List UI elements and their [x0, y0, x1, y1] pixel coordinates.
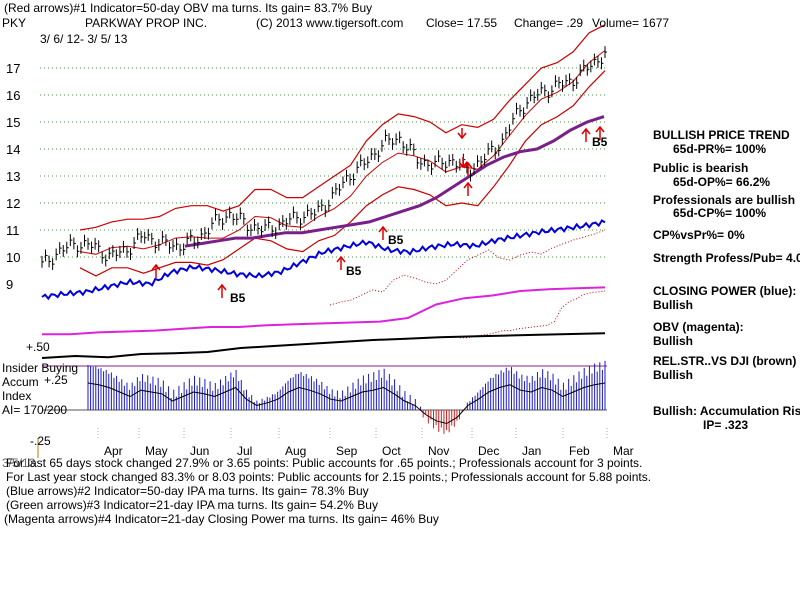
closing-power-ma	[329, 229, 606, 306]
moving-average	[184, 115, 605, 248]
public-status: Public is bearish	[653, 161, 749, 175]
header-line1: (Red arrows)#1 Indicator=50-day OBV ma t…	[4, 1, 373, 15]
red-up-arrow-head	[595, 125, 605, 133]
red-down-arrow-head	[457, 132, 467, 140]
y-tick-label: 17	[6, 61, 20, 76]
obv-ma	[460, 290, 606, 339]
red-up-arrow-head	[463, 161, 473, 169]
obv-value: Bullish	[653, 334, 694, 348]
y-tick-label: 14	[6, 142, 20, 157]
insider-buying-label: Insider Buying	[2, 361, 79, 375]
relstr-value: Bullish	[653, 368, 694, 382]
x-tick-label: Jan	[522, 444, 541, 458]
signal-arrows: B5 B5 B5 B5	[37, 125, 608, 458]
x-tick-label: May	[145, 444, 168, 458]
x-tick-label: Nov	[428, 444, 449, 458]
change-value: Change= .29	[514, 16, 584, 30]
footer-line1: For last 65 days stock changed 27.9% or …	[6, 456, 643, 470]
y-tick-label: 10	[6, 250, 20, 265]
footer-line3: (Blue arrows)#2 Indicator=50-day IPA ma …	[6, 484, 369, 498]
professionals-status: Professionals are bullish	[653, 193, 796, 207]
x-tick-label: Apr	[104, 444, 123, 458]
y-tick-label: 13	[6, 169, 20, 184]
indicator-lines	[41, 219, 606, 359]
index-label: Index	[2, 389, 32, 403]
public-op: 65d-OP%= 66.2%	[673, 175, 771, 189]
y-tick-label: 12	[6, 196, 20, 211]
closing-power-value: Bullish	[653, 298, 694, 312]
red-up-arrow-head	[151, 263, 161, 271]
red-down-arrow-head	[458, 161, 468, 169]
closing-power-label: CLOSING POWER (blue):	[653, 284, 797, 298]
y-tick-label: 15	[6, 115, 20, 130]
symbol: PKY	[2, 16, 27, 30]
accum-label: Bullish: Accumulation Rising	[653, 404, 800, 418]
volume-value: Volume= 1677	[592, 16, 670, 30]
accum-label-left: Accum	[2, 375, 39, 389]
red-up-arrow-head	[463, 181, 473, 189]
red-up-arrow-head	[378, 225, 388, 233]
plus50-label: +.50	[26, 340, 50, 354]
ma-50day-line	[184, 115, 605, 248]
company-name: PARKWAY PROP INC.	[85, 16, 208, 30]
price-bars	[41, 46, 607, 271]
y-tick-label: 16	[6, 88, 20, 103]
y-tick-label: 9	[6, 277, 13, 292]
x-tick-label: Mar	[613, 444, 634, 458]
relstr-line	[41, 332, 606, 359]
x-tick-label: Sep	[336, 444, 358, 458]
obv-line	[42, 286, 606, 336]
y-tick-label: 11	[6, 223, 20, 238]
x-tick-label: Jun	[190, 444, 209, 458]
relstr-label: REL.STR..VS DJI (brown)	[653, 354, 797, 368]
month-x-ticks: Apr May Jun Jul Aug Sep Oct Nov Dec Jan Feb Mar	[97, 428, 634, 458]
x-tick-label: Jul	[237, 444, 252, 458]
trend-pr: 65d-PR%= 100%	[673, 142, 767, 156]
obv-label: OBV (magenta):	[653, 320, 744, 334]
strength-ratio: Strength Profess/Pub= 4.0	[653, 251, 800, 265]
b5-label: B5	[592, 135, 608, 149]
red-up-arrow-head	[336, 255, 346, 263]
trend-title: BULLISH PRICE TREND	[653, 128, 790, 142]
close-value: Close= 17.55	[426, 16, 498, 30]
red-up-arrow-head	[581, 127, 591, 135]
plus25-label: +.25	[44, 373, 68, 387]
price-y-ticks: 9 10 11 12 13 14 15 16 17	[6, 61, 20, 292]
professionals-cp: 65d-CP%= 100%	[673, 206, 767, 220]
footer-line4: (Green arrows)#3 Indicator=21-day IPA ma…	[6, 498, 378, 512]
x-tick-label: Aug	[285, 444, 306, 458]
x-tick-label: Feb	[569, 444, 590, 458]
closing-power-line	[41, 219, 606, 301]
footer-date: 3/5/13	[2, 456, 36, 470]
b5-label: B5	[346, 264, 362, 278]
cp-vs-pr: CP%vsPr%= 0%	[653, 228, 745, 242]
ip-value: IP= .323	[703, 418, 749, 432]
b5-label: B5	[388, 233, 404, 247]
date-range: 3/ 6/ 12- 3/ 5/ 13	[40, 32, 128, 46]
footer-line5: (Magenta arrows)#4 Indicator=21-day Clos…	[4, 512, 439, 526]
footer-line2: For Last year stock changed 83.3% or 8.0…	[6, 470, 652, 484]
x-tick-label: Oct	[382, 444, 401, 458]
b5-label: B5	[230, 291, 246, 305]
red-up-arrow-head	[217, 283, 227, 291]
minus25-label: -.25	[30, 434, 51, 448]
accumulation-index	[42, 360, 607, 434]
x-tick-label: Dec	[478, 444, 499, 458]
copyright: (C) 2013 www.tigersoft.com	[256, 16, 404, 30]
mid-band-line	[79, 50, 606, 255]
upper-band-line	[79, 24, 606, 231]
accum-ma	[87, 382, 606, 425]
ai-value: AI= 170/200	[2, 403, 68, 417]
